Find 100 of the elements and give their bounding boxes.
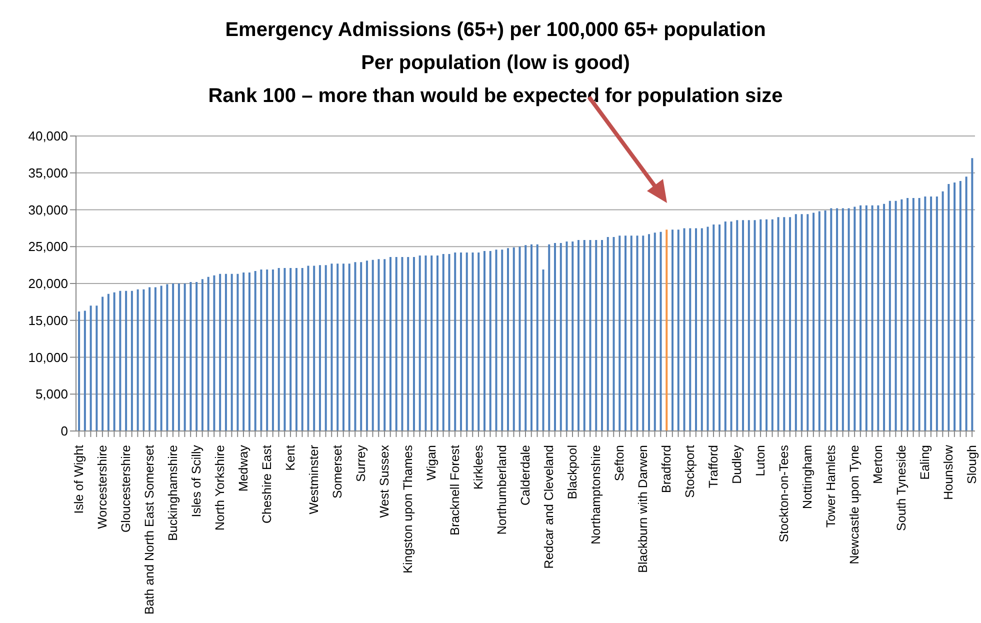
bar <box>754 220 756 431</box>
x-tick-label: Stockport <box>683 444 698 498</box>
bar <box>178 284 180 431</box>
bar <box>84 310 86 431</box>
bar <box>906 198 909 431</box>
bar <box>877 205 880 431</box>
bar <box>424 255 427 431</box>
bar <box>912 198 914 431</box>
x-tick-label: Medway <box>236 444 250 492</box>
bar <box>102 296 104 431</box>
x-tick-label: Luton <box>754 444 768 476</box>
x-tick-label: Tower Hamlets <box>824 445 838 528</box>
x-tick-label: Blackpool <box>566 445 580 500</box>
bar <box>107 294 110 431</box>
bar <box>888 200 891 431</box>
bar <box>207 276 210 431</box>
bar <box>130 290 133 431</box>
x-tick-label: Isle of Wight <box>72 444 86 514</box>
bar <box>948 184 950 431</box>
bar <box>489 251 492 431</box>
bar <box>842 208 844 431</box>
bar <box>883 204 886 431</box>
bar <box>412 256 415 431</box>
bar <box>642 236 644 431</box>
bar <box>348 264 350 431</box>
x-tick-label: Sefton <box>612 444 627 482</box>
bar <box>918 198 920 431</box>
bar <box>354 262 356 431</box>
bar <box>336 264 339 431</box>
bar <box>660 232 662 431</box>
y-tick-label: 5,000 <box>35 386 68 402</box>
bar <box>201 279 204 431</box>
y-tick-label: 15,000 <box>28 312 68 328</box>
bar <box>648 234 650 431</box>
bar <box>612 237 615 431</box>
x-tick-label: Redcar and Cleveland <box>542 444 556 569</box>
bar <box>454 252 456 431</box>
bar <box>818 211 820 431</box>
bar <box>401 256 404 431</box>
bar <box>184 284 186 431</box>
bar <box>436 255 438 431</box>
bar <box>530 244 532 431</box>
bar <box>677 230 680 431</box>
bar <box>418 255 421 431</box>
x-tick-label: Gloucestershire <box>118 444 133 533</box>
bar <box>318 265 321 431</box>
bar <box>554 242 556 431</box>
bar <box>836 208 838 431</box>
x-tick-label: Nottingham <box>800 445 815 509</box>
x-tick-label: Slough <box>965 444 980 484</box>
bar <box>342 264 344 431</box>
bar <box>148 287 151 431</box>
bar <box>295 268 298 431</box>
x-tick-label: Dudley <box>730 444 744 484</box>
bar <box>395 256 398 431</box>
x-tick-label: South Tyneside <box>894 444 909 531</box>
bar <box>360 262 362 431</box>
bar <box>654 232 656 431</box>
bar <box>389 256 392 431</box>
bar <box>78 312 80 431</box>
x-tick-label: Cheshire East <box>260 444 274 524</box>
bar <box>583 240 586 431</box>
bar <box>760 219 762 431</box>
bar <box>113 292 116 431</box>
x-tick-label: Trafford <box>706 444 721 488</box>
y-tick-label: 10,000 <box>28 350 68 365</box>
bar <box>407 256 410 431</box>
bar <box>730 222 732 431</box>
x-tick-label: Westminster <box>306 445 321 514</box>
bar <box>125 290 128 431</box>
x-tick-label: Somerset <box>330 444 344 498</box>
bar <box>700 228 703 431</box>
bar <box>313 266 316 431</box>
bar <box>589 240 592 431</box>
bar <box>712 224 715 431</box>
bar <box>272 269 274 431</box>
bar <box>736 220 738 431</box>
x-tick-label: Surrey <box>354 444 368 482</box>
bar <box>219 274 222 431</box>
bar <box>290 268 292 431</box>
bar <box>136 289 139 431</box>
bar <box>172 284 174 431</box>
y-tick-label: 30,000 <box>28 202 68 218</box>
bar <box>683 228 686 431</box>
bar <box>771 219 774 431</box>
x-tick-label: Merton <box>871 444 886 484</box>
bar <box>166 284 168 431</box>
bar <box>442 254 444 431</box>
bar <box>560 242 562 431</box>
bar <box>606 237 609 431</box>
bar <box>518 246 521 431</box>
bar <box>524 245 527 431</box>
bar <box>278 268 280 431</box>
bar <box>96 306 98 431</box>
bar <box>448 254 450 431</box>
y-tick-label: 40,000 <box>28 128 68 144</box>
bar <box>366 260 368 431</box>
bar <box>900 199 903 431</box>
bar <box>924 196 926 431</box>
bar <box>501 250 504 431</box>
